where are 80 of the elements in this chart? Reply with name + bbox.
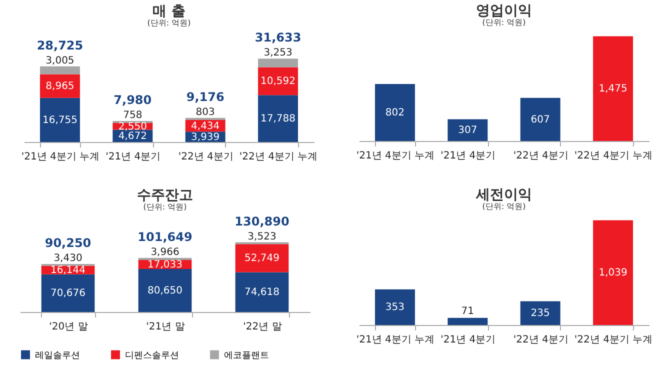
data-label: 235 [530,308,550,320]
total-label: 28,725 [36,38,84,52]
total-label: 9,176 [186,90,224,104]
data-label: 17,788 [260,114,296,125]
data-label: 8,965 [46,81,74,92]
data-label: 3,966 [150,246,180,258]
data-label: 1,039 [598,268,628,279]
bar [41,274,95,312]
x-tick-label: '22년 4분기 [178,152,234,162]
data-label: 353 [385,302,405,314]
legend-label: 에코플랜트 [224,350,269,361]
data-label: 3,430 [54,252,82,264]
chart-subtitle: (단위: 억원) [143,202,187,212]
bar [258,95,298,142]
bar [374,289,415,325]
total-label: 90,250 [44,236,92,250]
bar [374,84,415,141]
chart-title: 매 출 [152,4,186,20]
data-label: 802 [385,108,405,119]
total-label: 7,980 [114,92,152,107]
legend-label: 디펜스솔루션 [125,350,179,361]
data-label: 70,676 [50,288,86,300]
x-tick-label: '22년 4분기 누계 [574,334,653,346]
data-label: 3,005 [46,55,74,66]
bar [593,220,634,325]
data-label: 16,755 [42,114,78,126]
data-label: 71 [461,306,474,317]
x-tick-label: '22년 4분기 누계 [239,152,318,162]
data-label: 10,592 [260,76,296,88]
chart-subtitle: (단위: 억원) [147,18,191,28]
data-label: 80,650 [148,286,182,297]
bar [40,98,80,142]
bar [520,301,560,325]
chart-subtitle: (단위: 억원) [482,18,526,27]
data-label: 17,033 [148,260,182,271]
data-label: 3,253 [264,48,292,59]
x-tick-label: '21년 4분기 [440,334,496,346]
total-label: 31,633 [254,30,302,45]
chart-subtitle: (단위: 억원) [482,202,526,211]
x-tick-label: '20년 말 [49,322,88,332]
bar [448,119,488,141]
bar [258,67,298,96]
bar [235,272,289,312]
bar [235,244,289,272]
x-tick-label: '22년 4분기 [513,334,568,346]
bar [138,269,192,312]
x-tick-label: '22년 4분기 [513,150,568,162]
data-label: 607 [530,114,550,126]
data-label: 307 [458,125,478,136]
x-tick-label: '21년 4분기 [440,150,496,162]
bar [448,318,488,325]
x-tick-label: '21년 4분기 누계 [356,150,435,162]
data-label: 4,672 [118,130,147,142]
chart-title: 영업이익 [476,3,532,19]
x-tick-label: '21년 4분기 누계 [21,152,100,162]
data-label: 74,618 [244,287,280,298]
bar [40,74,80,98]
x-tick-label: '21년 말 [146,322,185,332]
x-tick-label: '22년 4분기 누계 [574,150,653,162]
legend-label: 레일솔루션 [35,350,80,361]
x-tick-label: '22년 말 [243,322,282,332]
chart-title: 수주잔고 [137,187,193,204]
data-label: 16,144 [50,265,86,276]
data-label: 803 [196,106,215,118]
data-label: 4,434 [191,120,220,132]
data-label: 3,939 [191,132,220,143]
data-label: 2,550 [118,121,147,132]
total-label: 130,890 [234,214,290,228]
chart-title: 세전이익 [475,187,532,203]
x-tick-label: '21년 4분기 [106,152,161,162]
x-tick-label: '21년 4분기 누계 [356,334,435,346]
data-label: 3,523 [248,231,276,242]
bar [520,98,560,141]
data-label: 758 [123,110,142,121]
bar [593,36,634,141]
total-label: 101,649 [138,230,192,244]
bar [258,58,298,68]
data-label: 52,749 [244,253,280,264]
bar [40,66,80,74]
data-label: 1,475 [598,84,628,95]
